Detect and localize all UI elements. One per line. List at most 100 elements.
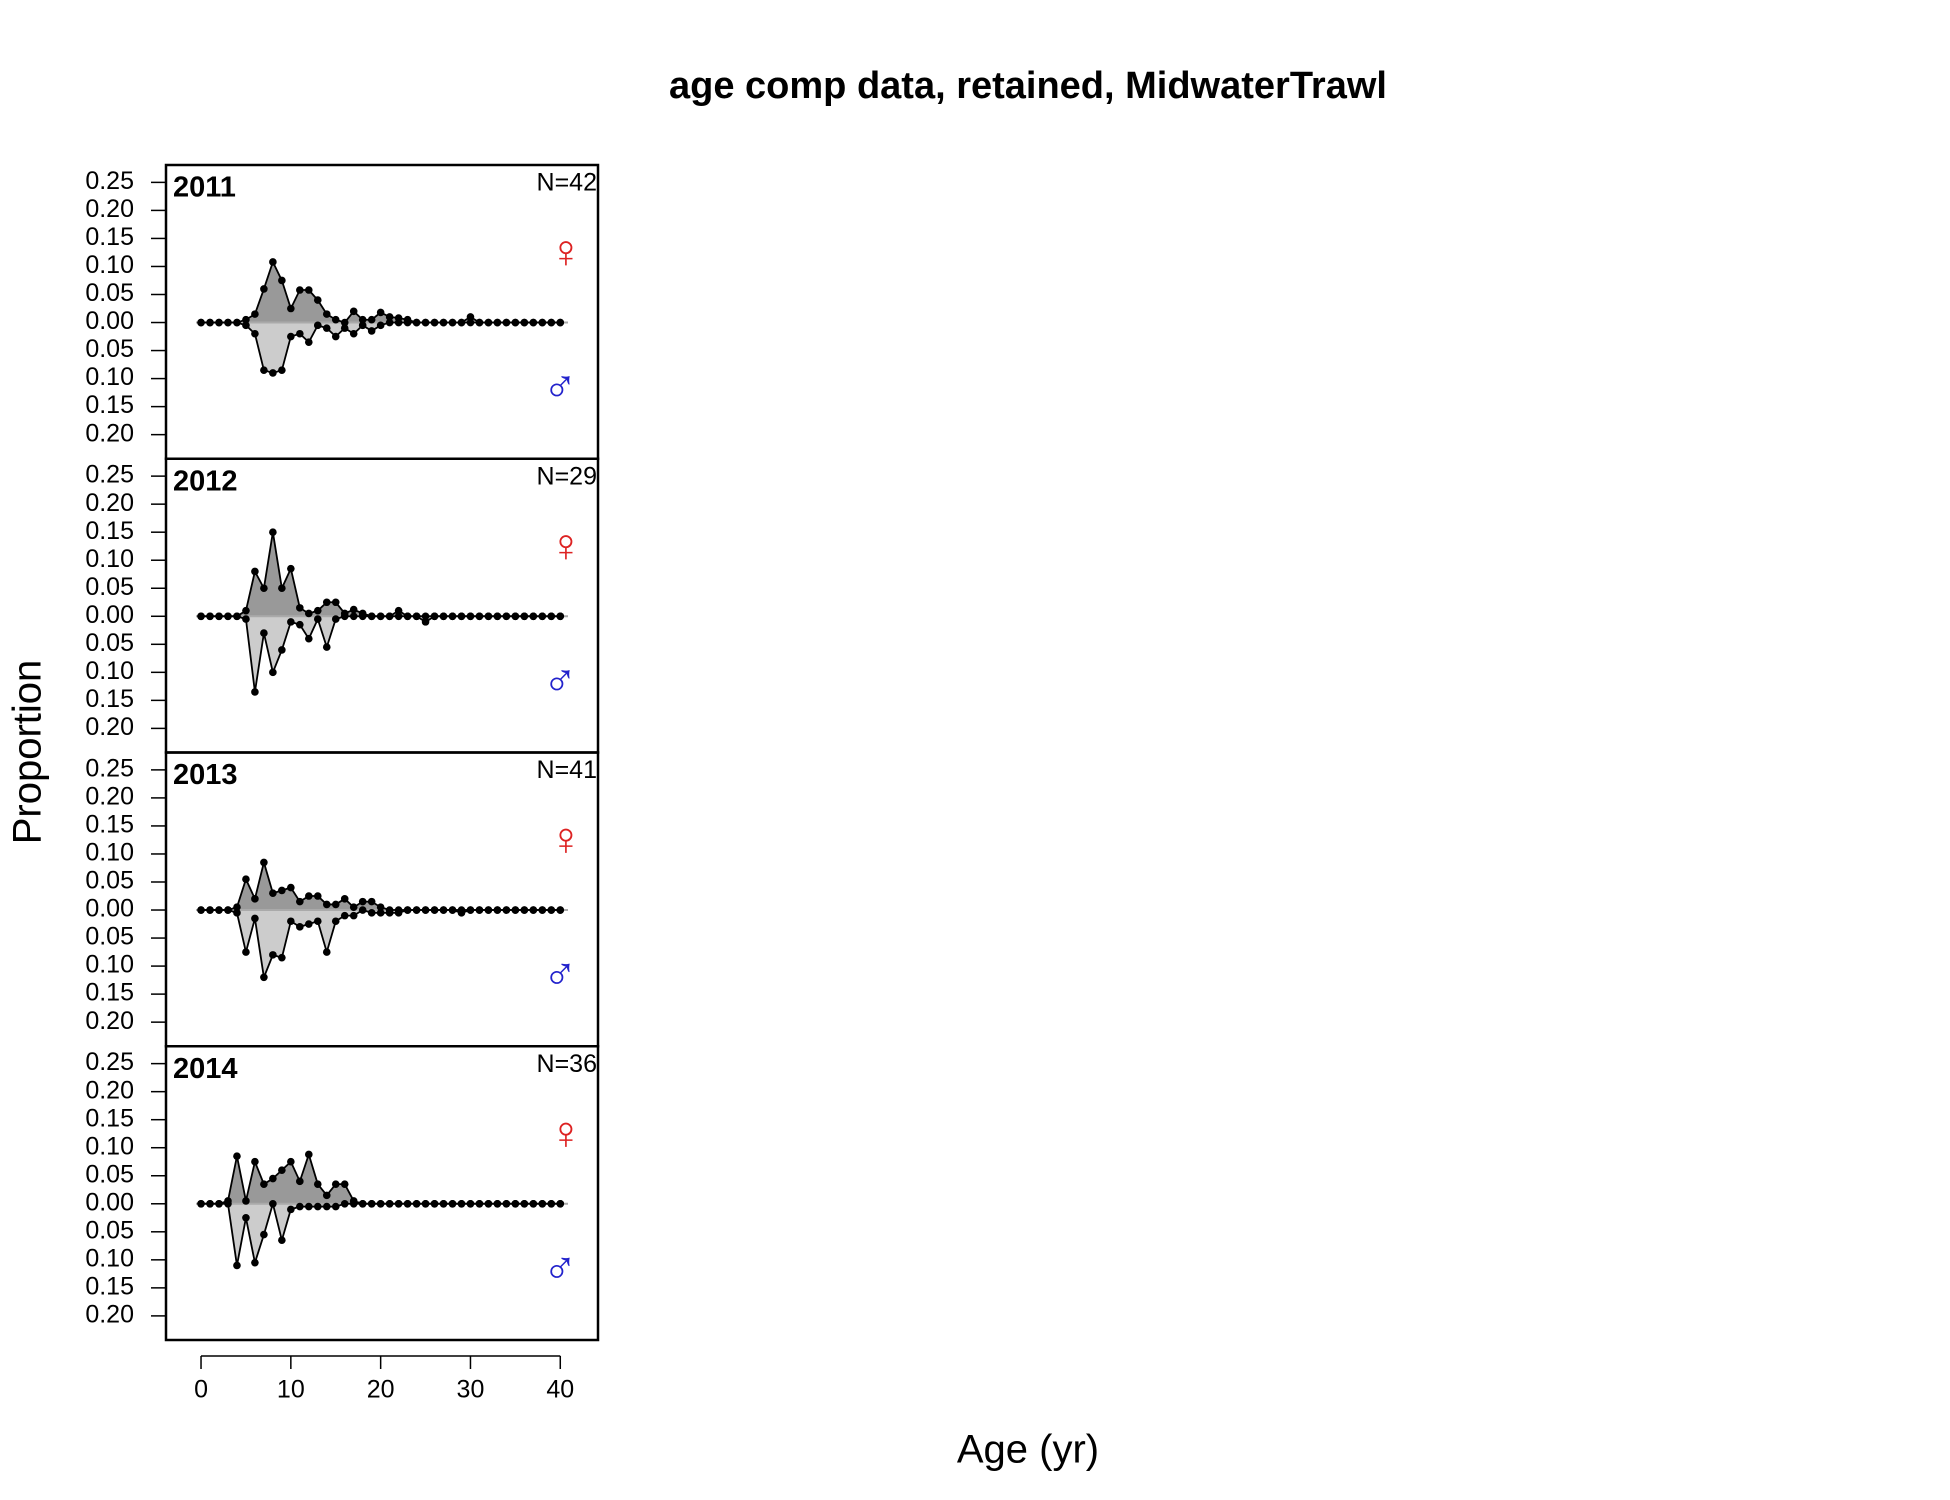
legend-symbol: ♀ bbox=[549, 1106, 584, 1158]
point bbox=[269, 369, 277, 377]
point bbox=[287, 564, 295, 573]
point bbox=[322, 1191, 331, 1200]
point bbox=[484, 612, 493, 621]
point bbox=[367, 897, 376, 906]
y-tick-label: 0.05 bbox=[85, 335, 134, 363]
point bbox=[475, 318, 484, 327]
point bbox=[313, 296, 322, 304]
point bbox=[331, 615, 340, 623]
point bbox=[385, 313, 394, 321]
point bbox=[421, 612, 430, 621]
point bbox=[251, 914, 259, 923]
point bbox=[278, 584, 286, 593]
point bbox=[412, 906, 421, 914]
y-tick-label: 0.20 bbox=[85, 783, 134, 811]
y-tick-label: 0.05 bbox=[85, 867, 134, 895]
y-tick-label: 0.15 bbox=[85, 685, 134, 713]
point bbox=[349, 329, 358, 338]
point bbox=[197, 318, 205, 327]
point bbox=[340, 911, 349, 920]
point bbox=[305, 286, 313, 294]
point bbox=[260, 584, 268, 593]
point bbox=[206, 1199, 214, 1208]
point bbox=[358, 315, 367, 324]
point bbox=[224, 318, 232, 327]
panel-annotation: N=36 bbox=[537, 1050, 597, 1078]
point bbox=[242, 321, 250, 330]
point bbox=[430, 906, 439, 914]
point bbox=[296, 1202, 304, 1211]
point bbox=[367, 612, 376, 621]
point bbox=[242, 948, 250, 956]
point bbox=[520, 1199, 529, 1208]
y-tick-label: 0.10 bbox=[85, 251, 134, 279]
point bbox=[547, 318, 556, 327]
point bbox=[233, 318, 241, 327]
point bbox=[403, 906, 412, 914]
point bbox=[313, 1180, 322, 1188]
point bbox=[529, 1199, 538, 1208]
point bbox=[278, 953, 286, 962]
point bbox=[206, 318, 214, 327]
point bbox=[305, 634, 313, 643]
point bbox=[466, 313, 475, 321]
point bbox=[547, 612, 556, 621]
point bbox=[331, 598, 340, 607]
point bbox=[457, 318, 466, 327]
point bbox=[529, 318, 538, 327]
point bbox=[305, 338, 313, 346]
point bbox=[475, 612, 484, 621]
point bbox=[313, 615, 322, 623]
point bbox=[448, 1199, 457, 1208]
area-fill bbox=[201, 532, 561, 617]
point bbox=[376, 1199, 385, 1208]
point bbox=[260, 1230, 268, 1239]
y-tick-label: 0.15 bbox=[85, 517, 134, 545]
point bbox=[197, 906, 205, 914]
point bbox=[215, 906, 223, 914]
point bbox=[349, 612, 358, 621]
point bbox=[287, 618, 295, 626]
point bbox=[233, 903, 241, 912]
point bbox=[340, 324, 349, 332]
point bbox=[430, 1199, 439, 1208]
point bbox=[538, 612, 547, 621]
point bbox=[349, 911, 358, 920]
point bbox=[493, 612, 502, 621]
point bbox=[475, 1199, 484, 1208]
point bbox=[197, 612, 205, 621]
point bbox=[322, 643, 331, 651]
point bbox=[520, 612, 529, 621]
point bbox=[269, 951, 277, 959]
point bbox=[269, 1199, 277, 1208]
point bbox=[448, 612, 457, 621]
area-fill bbox=[201, 910, 561, 978]
point bbox=[394, 1199, 403, 1208]
point bbox=[412, 612, 421, 621]
point bbox=[556, 1199, 565, 1208]
point bbox=[305, 1202, 313, 1211]
point bbox=[242, 615, 250, 623]
point bbox=[520, 318, 529, 327]
point bbox=[376, 612, 385, 621]
point bbox=[349, 1199, 358, 1208]
point bbox=[278, 646, 286, 654]
point bbox=[242, 1213, 250, 1222]
y-tick-label: 0.20 bbox=[85, 419, 134, 447]
point bbox=[296, 620, 304, 629]
point bbox=[367, 1199, 376, 1208]
point bbox=[305, 609, 313, 618]
point bbox=[340, 895, 349, 903]
point bbox=[278, 366, 286, 374]
panel-annotation: N=41 bbox=[537, 756, 597, 784]
point bbox=[224, 612, 232, 621]
point bbox=[457, 612, 466, 621]
point bbox=[322, 1202, 331, 1211]
panel-label: 2012 bbox=[173, 465, 238, 497]
point bbox=[269, 889, 277, 898]
point bbox=[358, 897, 367, 906]
point bbox=[412, 1199, 421, 1208]
point bbox=[421, 318, 430, 327]
point bbox=[233, 909, 241, 917]
